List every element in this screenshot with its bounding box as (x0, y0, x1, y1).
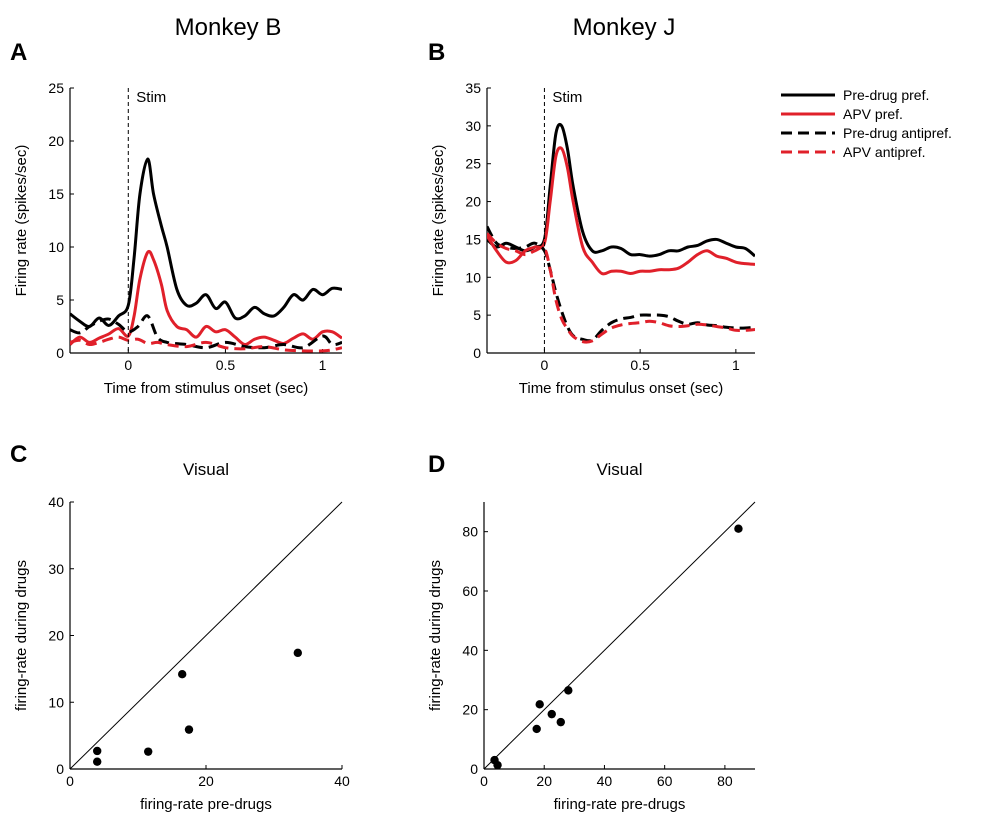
y-axis-label: firing-rate during drugs (427, 560, 444, 711)
y-tick-label: 15 (465, 231, 481, 247)
scatter-point (144, 747, 153, 756)
x-tick-label: 0 (124, 357, 132, 373)
y-tick-label: 30 (48, 561, 64, 577)
y-tick-label: 10 (48, 694, 64, 710)
x-tick-label: 0.5 (216, 357, 236, 373)
y-axis-label: firing-rate during drugs (13, 560, 30, 711)
scatter-point (93, 746, 102, 756)
x-tick-label: 0 (541, 357, 549, 373)
panel-label-c: C (10, 441, 27, 468)
chart-c: 0 20 40 0 10 20 30 40 firing-rate pre-drugs firin… (13, 460, 350, 813)
series-line-1 (70, 157, 342, 329)
y-tick-label: 0 (56, 761, 64, 777)
x-axis-label: firing-rate pre-drugs (554, 796, 686, 813)
chart-d: 0 20 40 60 80 0 20 40 60 80 firing-rate pre-drugs f… (427, 460, 756, 813)
y-tick-label: 35 (465, 80, 481, 96)
scatter-point (535, 700, 544, 709)
stim-label: Stim (552, 89, 582, 106)
scatter-point (93, 757, 102, 766)
series-line-3 (70, 314, 342, 350)
y-tick-label: 10 (465, 269, 481, 285)
panel-label-b: B (428, 39, 445, 66)
scatter-point (178, 670, 187, 679)
unity-line (483, 501, 756, 770)
x-axis-label: Time from stimulus onset (sec) (519, 380, 724, 397)
subplot-title: Visual (597, 460, 643, 479)
y-tick-label: 30 (465, 118, 481, 134)
unity-line (69, 501, 343, 770)
data-marks (70, 157, 342, 353)
stim-label: Stim (136, 89, 166, 106)
y-tick-label: 20 (48, 628, 64, 644)
y-tick-label: 25 (48, 80, 64, 96)
x-tick-label: 1 (319, 357, 327, 373)
x-tick-label: 40 (597, 773, 613, 789)
scatter-point (532, 724, 541, 734)
scatter-point (734, 524, 743, 533)
series-line-2 (487, 146, 755, 276)
legend-label-2: APV pref. (843, 106, 903, 122)
scatter-point (184, 725, 194, 734)
x-tick-label: 20 (198, 773, 214, 789)
y-tick-label: 20 (465, 194, 481, 210)
y-tick-label: 25 (465, 156, 481, 172)
scatter-point (564, 686, 573, 695)
legend-label-3: Pre-drug antipref. (843, 125, 952, 141)
y-tick-label: 0 (473, 345, 481, 361)
y-tick-label: 5 (56, 292, 64, 308)
scatter-point (293, 648, 302, 658)
series-line-1 (487, 122, 755, 258)
x-axis-label: Time from stimulus onset (sec) (104, 380, 309, 397)
x-axis-label: firing-rate pre-drugs (140, 796, 272, 813)
series-line-4 (487, 232, 755, 344)
panel-label-d: D (428, 451, 445, 478)
series-line-3 (487, 225, 755, 343)
legend-label-4: APV antipref. (843, 144, 926, 160)
x-tick-label: 0 (66, 773, 74, 789)
x-tick-label: 1 (732, 357, 740, 373)
series-line-2 (70, 249, 342, 347)
y-tick-label: 60 (462, 583, 478, 599)
y-axis-label: Firing rate (spikes/sec) (430, 145, 447, 297)
x-tick-label: 60 (657, 773, 673, 789)
scatter-point (547, 709, 556, 719)
legend-label-1: Pre-drug pref. (843, 87, 929, 103)
y-tick-label: 40 (462, 642, 478, 658)
y-tick-label: 0 (470, 761, 478, 777)
y-tick-label: 80 (462, 524, 478, 540)
y-tick-label: 40 (48, 494, 64, 510)
legend: Pre-drug pref. APV pref. Pre-drug antipref… (781, 87, 952, 160)
y-tick-label: 5 (473, 307, 481, 323)
scatter-point (556, 717, 565, 727)
x-tick-label: 80 (717, 773, 733, 789)
x-tick-label: 0 (480, 773, 488, 789)
title-monkey-b: Monkey B (175, 14, 282, 41)
subplot-title: Visual (183, 460, 229, 479)
x-tick-label: 20 (536, 773, 552, 789)
y-tick-label: 15 (48, 186, 64, 202)
y-tick-label: 10 (48, 239, 64, 255)
y-tick-label: 20 (462, 702, 478, 718)
panel-label-a: A (10, 39, 27, 66)
y-tick-label: 20 (48, 133, 64, 149)
x-tick-label: 40 (334, 773, 350, 789)
x-tick-label: 0.5 (630, 357, 650, 373)
scatter-point (493, 760, 502, 770)
y-axis-label: Firing rate (spikes/sec) (13, 145, 30, 297)
data-marks (487, 122, 755, 344)
title-monkey-j: Monkey J (573, 14, 676, 41)
y-tick-label: 0 (56, 345, 64, 361)
